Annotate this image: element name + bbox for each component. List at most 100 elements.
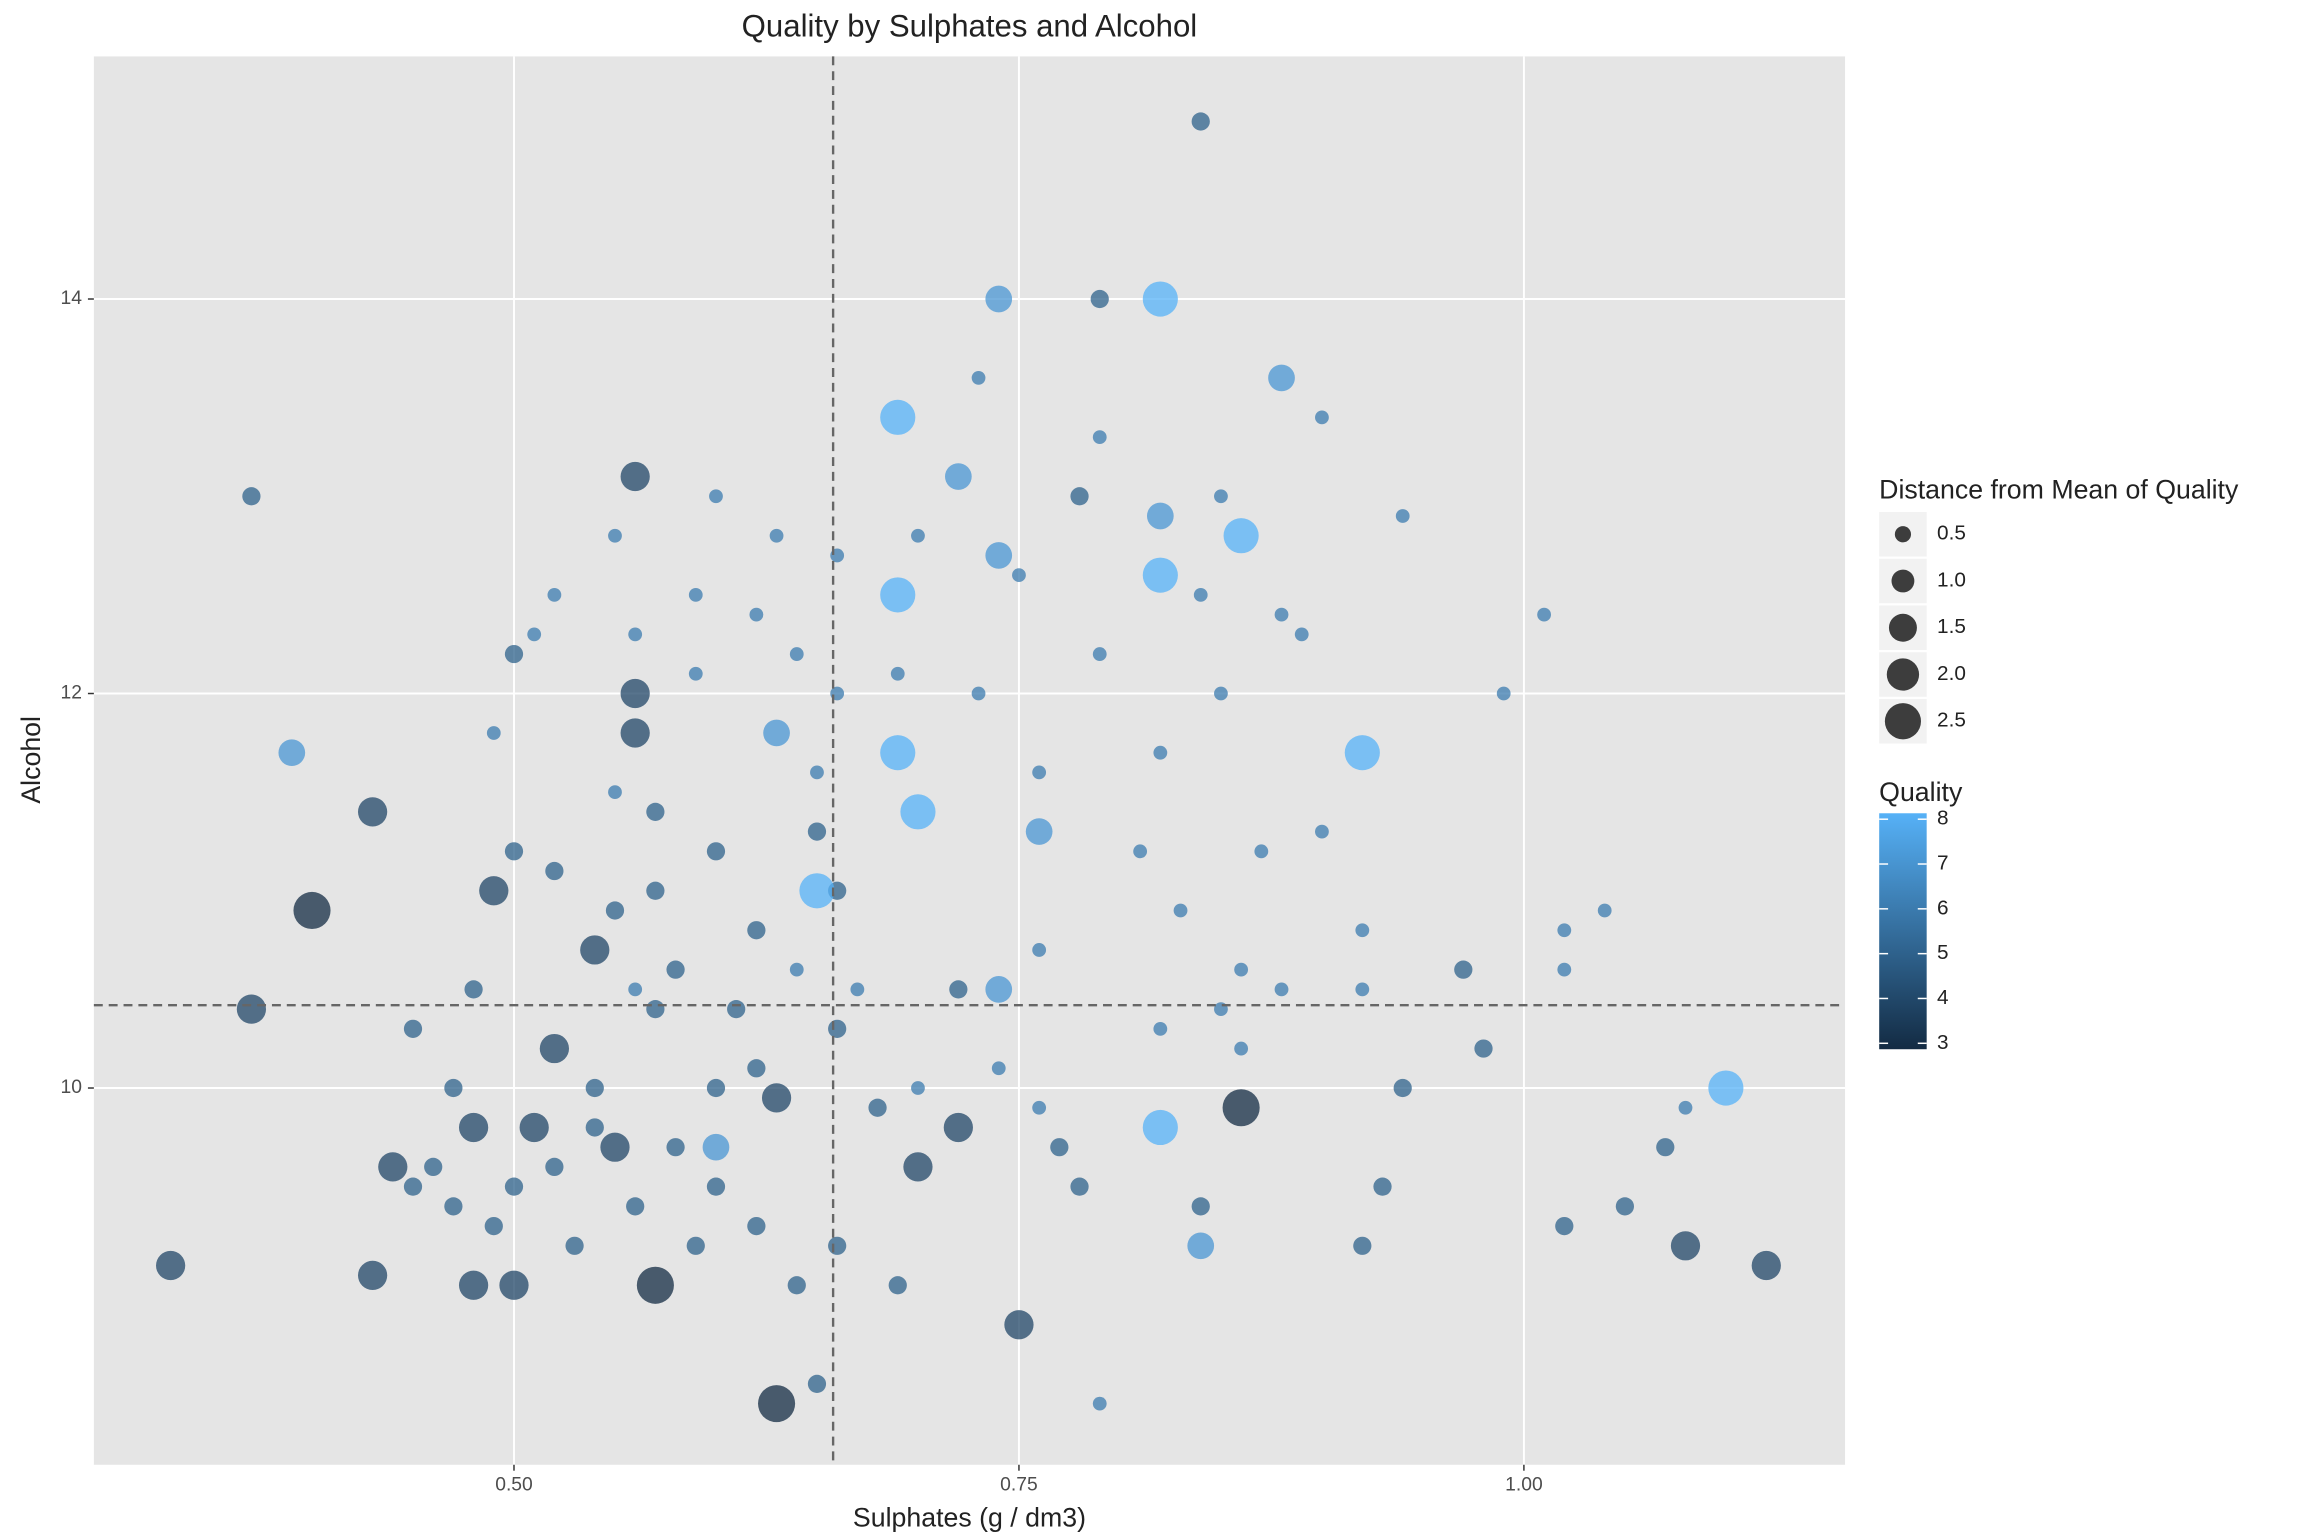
y-tick-label: 14 [61,288,83,309]
point [706,842,726,861]
x-tick-label: 0.50 [495,1475,533,1496]
point [545,861,564,881]
point [1751,1250,1781,1281]
point [378,1152,408,1182]
point [1214,686,1228,701]
point [1454,960,1473,979]
point [1656,1138,1675,1157]
point [646,802,665,821]
legend-size-label: 0.5 [1937,522,1966,545]
point [156,1250,186,1281]
point [1670,1231,1701,1261]
point [1353,1236,1372,1255]
point [1395,509,1410,523]
size-legend-title: Distance from Mean of Quality [1879,474,2239,504]
point [763,719,790,747]
point [666,960,685,979]
point [1597,903,1612,918]
point [479,876,509,906]
point [1193,587,1208,602]
point [547,587,562,602]
point [1315,410,1329,425]
reference-lines [93,56,1846,1465]
point [608,785,622,800]
y-tick-label: 10 [61,1077,82,1098]
x-axis-title: Sulphates (g / dm3) [853,1503,1086,1533]
point [357,797,388,827]
point [242,487,261,506]
point [293,891,331,930]
color-bar [1879,813,1927,1050]
legend: 0.5 1.0 1.5 2.0 2.5 3 4 5 6 7 8 [1879,512,1966,1054]
point [504,644,524,664]
point [709,489,723,504]
point [985,542,1013,569]
point [1555,1216,1574,1236]
point [1070,487,1089,506]
point [706,1177,726,1196]
point [1142,1109,1178,1146]
point [1294,627,1309,642]
point [1070,1177,1089,1196]
point [444,1078,463,1098]
point [504,842,524,861]
grid [93,56,1846,1465]
point [971,371,986,385]
color-bar-label: 6 [1937,896,1949,919]
legend-size-marker [1891,569,1915,593]
point [1012,568,1026,583]
point [1355,982,1370,997]
point [1496,686,1511,701]
point [807,1374,827,1394]
point [911,1081,925,1095]
point [1355,923,1370,938]
point [527,627,542,642]
point [1153,1021,1168,1036]
point [620,718,650,748]
point [769,528,784,543]
point [1050,1138,1069,1157]
point [789,647,804,661]
point [1032,765,1047,780]
point [499,1270,529,1300]
point [1191,112,1210,131]
point [620,678,650,709]
point [1254,844,1269,859]
point [688,587,703,602]
point [357,1260,388,1291]
point [565,1236,584,1255]
point [1274,982,1289,997]
point [880,735,916,771]
point [1393,1078,1412,1098]
point [545,1157,564,1177]
color-bar-label: 7 [1937,852,1949,875]
point [828,1236,847,1255]
legend-size-marker [1888,613,1917,642]
y-axis-title: Alcohol [16,716,46,804]
point [888,1276,907,1295]
point [747,1059,766,1078]
point [945,463,972,490]
point [1373,1177,1392,1196]
point [911,528,925,543]
point [949,980,968,999]
point [1032,943,1047,957]
point [1234,1041,1249,1056]
point [787,1276,806,1295]
color-bar-label: 5 [1937,941,1949,964]
point [1222,1089,1260,1127]
point [890,666,905,681]
point [1268,364,1295,392]
point [1615,1197,1635,1216]
point [1191,1197,1210,1216]
point [458,1270,489,1300]
point [486,726,501,740]
point [585,1078,604,1098]
point [580,935,610,965]
point [1678,1100,1693,1115]
point [758,1385,796,1423]
point [1315,824,1329,839]
point [688,666,703,681]
point [702,1133,730,1161]
point [1153,745,1168,760]
